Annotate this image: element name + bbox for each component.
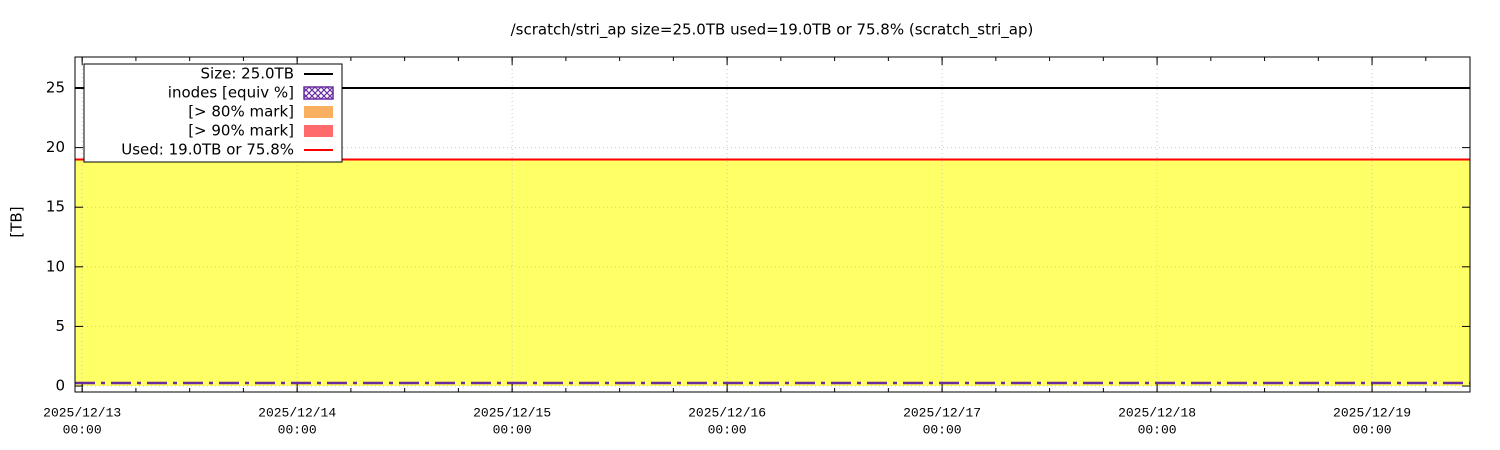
y-tick-label: 15 — [46, 198, 65, 216]
legend-label: Used: 19.0TB or 75.8% — [121, 141, 294, 159]
x-tick-label: 2025/12/17 — [903, 405, 981, 420]
y-axis-label: [TB] — [8, 206, 26, 237]
legend-symbol — [304, 125, 333, 137]
x-tick-label: 00:00 — [923, 422, 962, 437]
x-tick-label: 2025/12/13 — [43, 405, 121, 420]
area — [75, 159, 1470, 387]
x-tick-label: 00:00 — [1353, 422, 1392, 437]
y-tick-label: 10 — [46, 257, 65, 275]
legend-symbol — [304, 106, 333, 118]
x-tick-label: 2025/12/14 — [258, 405, 336, 420]
x-tick-label: 00:00 — [1138, 422, 1177, 437]
y-tick-label: 5 — [55, 317, 65, 335]
legend-symbol — [303, 86, 334, 100]
y-tick-label: 0 — [55, 377, 65, 395]
x-tick-label: 00:00 — [708, 422, 747, 437]
legend-label: Size: 25.0TB — [201, 65, 294, 83]
legend-label: [> 90% mark] — [188, 122, 294, 140]
x-tick-label: 00:00 — [63, 422, 102, 437]
x-tick-label: 00:00 — [278, 422, 317, 437]
legend-box — [83, 63, 343, 163]
y-tick-label: 25 — [46, 78, 65, 96]
chart-title: /scratch/stri_ap size=25.0TB used=19.0TB… — [511, 21, 1034, 40]
legend-label: inodes [equiv %] — [168, 84, 294, 102]
x-tick-label: 2025/12/19 — [1333, 405, 1411, 420]
legend-label: [> 80% mark] — [188, 103, 294, 121]
x-tick-label: 2025/12/15 — [473, 405, 551, 420]
x-tick-label: 2025/12/16 — [688, 405, 766, 420]
plot-frame — [74, 56, 1471, 393]
y-tick-label: 20 — [46, 138, 65, 156]
x-tick-label: 2025/12/18 — [1118, 405, 1196, 420]
x-tick-label: 00:00 — [493, 422, 532, 437]
